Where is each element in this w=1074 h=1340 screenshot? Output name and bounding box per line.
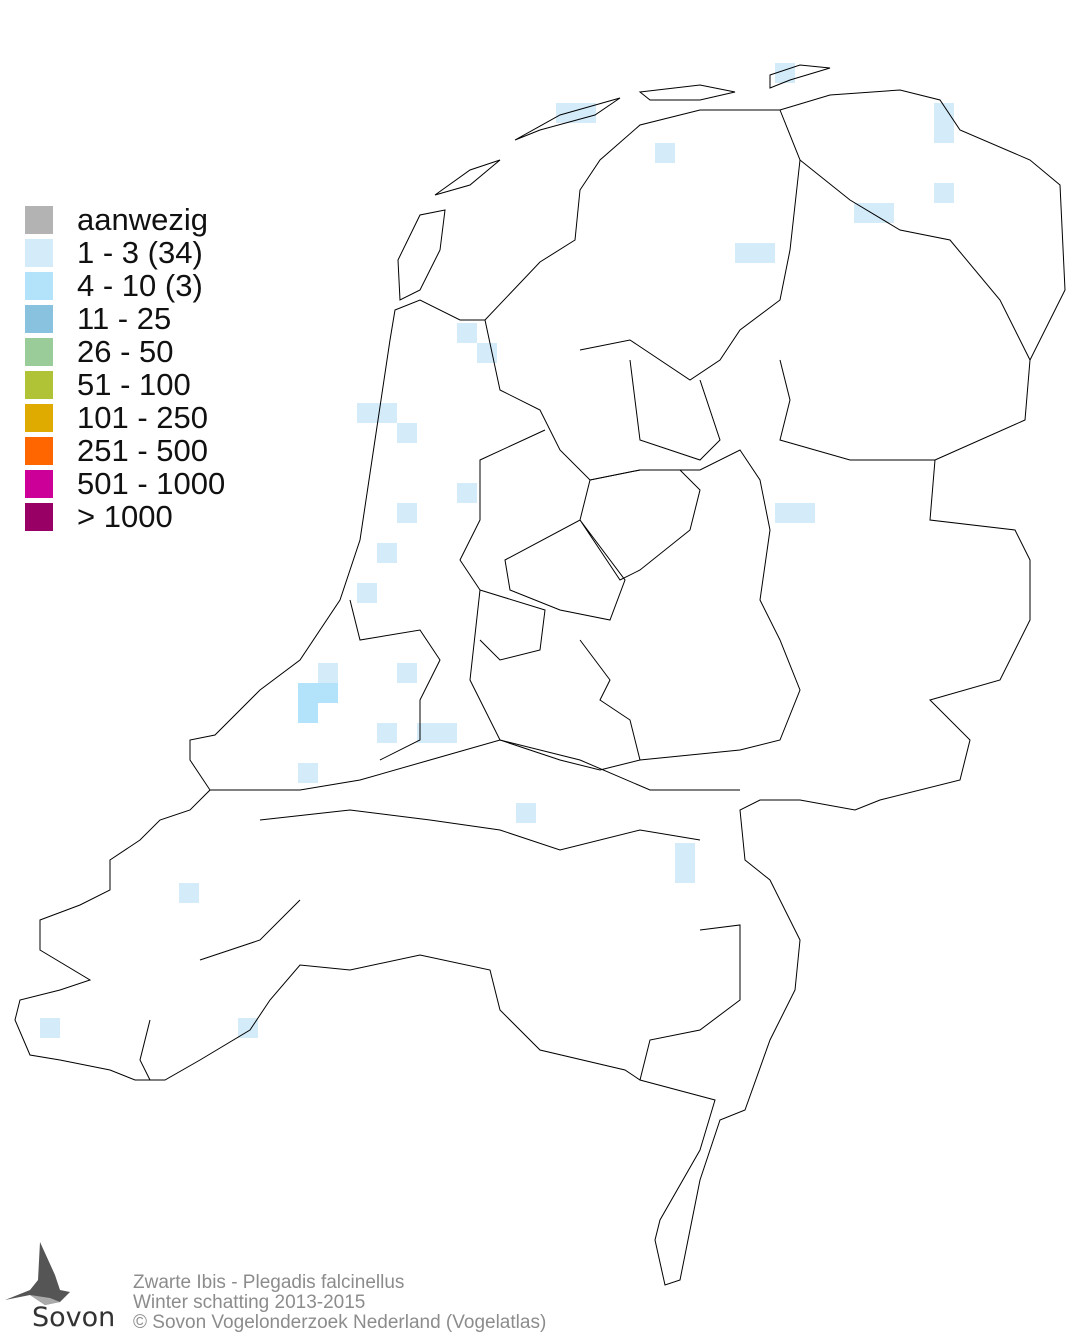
grid-cell	[397, 423, 417, 443]
legend: aanwezig 1 - 3 (34) 4 - 10 (3) 11 - 25 26 - …	[25, 203, 225, 533]
legend-label: 251 - 500	[77, 433, 208, 468]
sovon-logo: Sovon	[0, 1240, 120, 1335]
legend-label: 101 - 250	[77, 400, 208, 435]
legend-swatch	[25, 436, 53, 465]
flevoland	[504, 469, 701, 621]
island-terschelling	[514, 97, 621, 141]
country-outline	[14, 64, 1066, 1286]
grid-cell	[457, 323, 477, 343]
grid-cell	[377, 403, 397, 423]
grid-cell	[298, 703, 318, 723]
legend-item: 501 - 1000	[25, 467, 225, 500]
grid-cell	[934, 183, 954, 203]
grid-cell	[397, 503, 417, 523]
legend-label: 4 - 10 (3)	[77, 268, 203, 303]
legend-swatch	[25, 337, 53, 366]
legend-item: 1 - 3 (34)	[25, 236, 225, 269]
grid-cell	[576, 103, 596, 123]
legend-label: 51 - 100	[77, 367, 191, 402]
grid-cell	[934, 103, 954, 123]
legend-swatch	[25, 238, 53, 267]
grid-cell	[417, 723, 437, 743]
grid-cell	[298, 763, 318, 783]
legend-item: 251 - 500	[25, 434, 225, 467]
grid-cell	[179, 883, 199, 903]
grid-cell	[397, 663, 417, 683]
legend-label: 501 - 1000	[77, 466, 226, 501]
grid-cell	[238, 1018, 258, 1038]
legend-label: 11 - 25	[77, 301, 172, 336]
legend-swatch	[25, 205, 53, 234]
grid-cell	[437, 723, 457, 743]
grid-cell	[40, 1018, 60, 1038]
grid-cell	[457, 483, 477, 503]
grid-cell	[755, 243, 775, 263]
legend-swatch	[25, 469, 53, 498]
island-schiermonnikoog	[769, 64, 831, 89]
grid-cell	[377, 543, 397, 563]
grid-cell	[655, 143, 675, 163]
legend-item: 4 - 10 (3)	[25, 269, 225, 302]
grid-cell	[377, 723, 397, 743]
legend-item: 26 - 50	[25, 335, 225, 368]
legend-swatch	[25, 304, 53, 333]
grid-cell	[675, 863, 695, 883]
grid-cell	[318, 663, 338, 683]
legend-item: > 1000	[25, 500, 225, 533]
copyright: © Sovon Vogelonderzoek Nederland (Vogela…	[133, 1312, 547, 1333]
island-ameland	[638, 84, 736, 101]
map-caption: Zwarte Ibis - Plegadis falcinellus Winte…	[133, 1273, 546, 1333]
legend-item: aanwezig	[25, 203, 225, 236]
legend-swatch	[25, 502, 53, 531]
legend-label: 1 - 3 (34)	[77, 235, 203, 270]
grid-cell	[795, 503, 815, 523]
legend-swatch	[25, 403, 53, 432]
legend-item: 11 - 25	[25, 302, 225, 335]
grid-cell	[357, 403, 377, 423]
grid-cell	[735, 243, 755, 263]
netherlands-border	[14, 89, 1066, 1286]
grid-cell	[298, 683, 318, 703]
grid-cell	[775, 63, 795, 83]
legend-item: 101 - 250	[25, 401, 225, 434]
grid-cells	[40, 63, 954, 1038]
grid-cell	[874, 203, 894, 223]
grid-cell	[854, 203, 874, 223]
grid-cell	[675, 843, 695, 863]
legend-label: 26 - 50	[77, 334, 174, 369]
species-name: Zwarte Ibis - Plegadis falcinellus	[133, 1272, 405, 1293]
island-vlieland	[434, 159, 501, 196]
grid-cell	[934, 123, 954, 143]
island-texel	[397, 209, 446, 301]
legend-label: > 1000	[77, 499, 173, 534]
legend-swatch	[25, 370, 53, 399]
grid-cell	[516, 803, 536, 823]
period: Winter schatting 2013-2015	[133, 1292, 366, 1313]
grid-cell	[775, 503, 795, 523]
legend-swatch	[25, 271, 53, 300]
grid-cell	[477, 343, 497, 363]
logo-text: Sovon	[32, 1302, 115, 1333]
grid-cell	[318, 683, 338, 703]
legend-item: 51 - 100	[25, 368, 225, 401]
legend-label: aanwezig	[77, 202, 208, 237]
grid-cell	[357, 583, 377, 603]
swallow-icon: Sovon	[5, 1242, 115, 1333]
ijsselmeer-shore	[459, 319, 801, 771]
province-borders	[139, 109, 1031, 1081]
